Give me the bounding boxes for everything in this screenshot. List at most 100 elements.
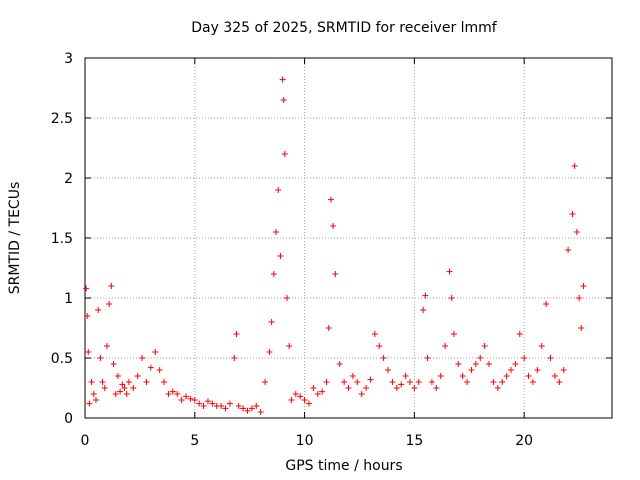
data-point	[327, 196, 334, 203]
plot-frame	[84, 57, 613, 419]
data-point	[332, 271, 339, 277]
data-point	[253, 403, 260, 409]
x-tick-label: 5	[190, 433, 199, 449]
data-point	[481, 343, 488, 349]
data-point	[114, 373, 121, 379]
data-point	[468, 367, 475, 373]
data-point	[169, 388, 176, 395]
data-point	[108, 283, 115, 289]
x-tick-label: 0	[81, 433, 90, 449]
data-point	[420, 307, 427, 313]
y-tick-label: 3	[64, 51, 73, 67]
grid	[85, 58, 612, 418]
data-point	[125, 379, 132, 385]
data-point	[121, 385, 128, 391]
x-tick-label: 20	[515, 433, 533, 449]
data-point	[345, 385, 352, 391]
x-axis-label: GPS time / hours	[285, 458, 402, 474]
data-point	[358, 391, 365, 397]
data-point	[85, 349, 92, 355]
data-point	[200, 403, 207, 409]
data-point	[330, 223, 337, 229]
data-point	[323, 379, 330, 385]
data-point	[406, 379, 413, 385]
data-point	[325, 325, 332, 331]
data-points	[83, 76, 587, 415]
data-point	[204, 398, 211, 405]
data-point	[130, 385, 137, 391]
data-point	[525, 373, 532, 379]
data-point	[578, 325, 585, 331]
data-point	[380, 355, 387, 361]
data-point	[117, 388, 124, 395]
data-point	[428, 379, 435, 385]
data-point	[446, 268, 453, 275]
data-point	[354, 379, 361, 385]
y-tick-label: 1	[64, 291, 73, 307]
data-point	[486, 361, 493, 367]
data-point	[499, 379, 506, 385]
data-point	[433, 385, 440, 391]
data-point	[376, 343, 383, 349]
data-point	[314, 391, 321, 397]
data-point	[266, 349, 273, 355]
data-point	[275, 187, 282, 193]
data-point	[477, 355, 484, 361]
data-point	[503, 373, 510, 379]
data-point	[147, 364, 154, 371]
data-point	[119, 381, 126, 388]
data-point	[576, 295, 583, 301]
data-point	[139, 355, 146, 361]
data-point	[97, 355, 104, 361]
data-point	[336, 361, 343, 367]
data-point	[196, 400, 203, 407]
data-point	[543, 301, 550, 307]
data-point	[279, 76, 286, 83]
data-point	[183, 393, 190, 400]
data-point	[464, 379, 471, 385]
data-point	[349, 373, 356, 379]
y-axis-label: SRMTID / TECUs	[7, 182, 23, 295]
data-point	[165, 391, 172, 397]
data-point	[248, 405, 255, 412]
data-point	[310, 385, 317, 391]
data-point	[88, 379, 95, 385]
data-point	[156, 367, 163, 373]
data-point	[270, 271, 277, 277]
data-point	[580, 283, 587, 289]
y-tick-label: 0	[64, 411, 73, 427]
y-tick-label: 1.5	[51, 231, 73, 247]
data-point	[235, 403, 242, 409]
data-point	[534, 367, 541, 373]
data-point	[560, 367, 567, 373]
data-point	[101, 385, 108, 391]
data-point	[226, 400, 233, 407]
data-point	[257, 409, 264, 415]
data-point	[512, 361, 519, 367]
data-point	[448, 295, 455, 301]
data-point	[507, 367, 514, 373]
data-point	[415, 379, 422, 385]
data-point	[573, 229, 580, 235]
data-point	[161, 379, 168, 385]
data-point	[262, 379, 269, 385]
data-point	[529, 379, 536, 385]
data-point	[281, 151, 288, 157]
data-point	[292, 391, 299, 397]
data-point	[305, 400, 312, 407]
data-point	[244, 407, 251, 414]
data-point	[112, 391, 119, 397]
data-point	[455, 361, 462, 367]
data-point	[556, 379, 563, 385]
data-point	[422, 292, 429, 299]
data-point	[569, 211, 576, 217]
data-point	[551, 373, 558, 379]
data-point	[110, 361, 117, 367]
data-point	[472, 361, 479, 367]
data-point	[268, 319, 275, 325]
data-point	[277, 253, 284, 259]
data-point	[218, 403, 225, 409]
data-point	[178, 397, 185, 403]
